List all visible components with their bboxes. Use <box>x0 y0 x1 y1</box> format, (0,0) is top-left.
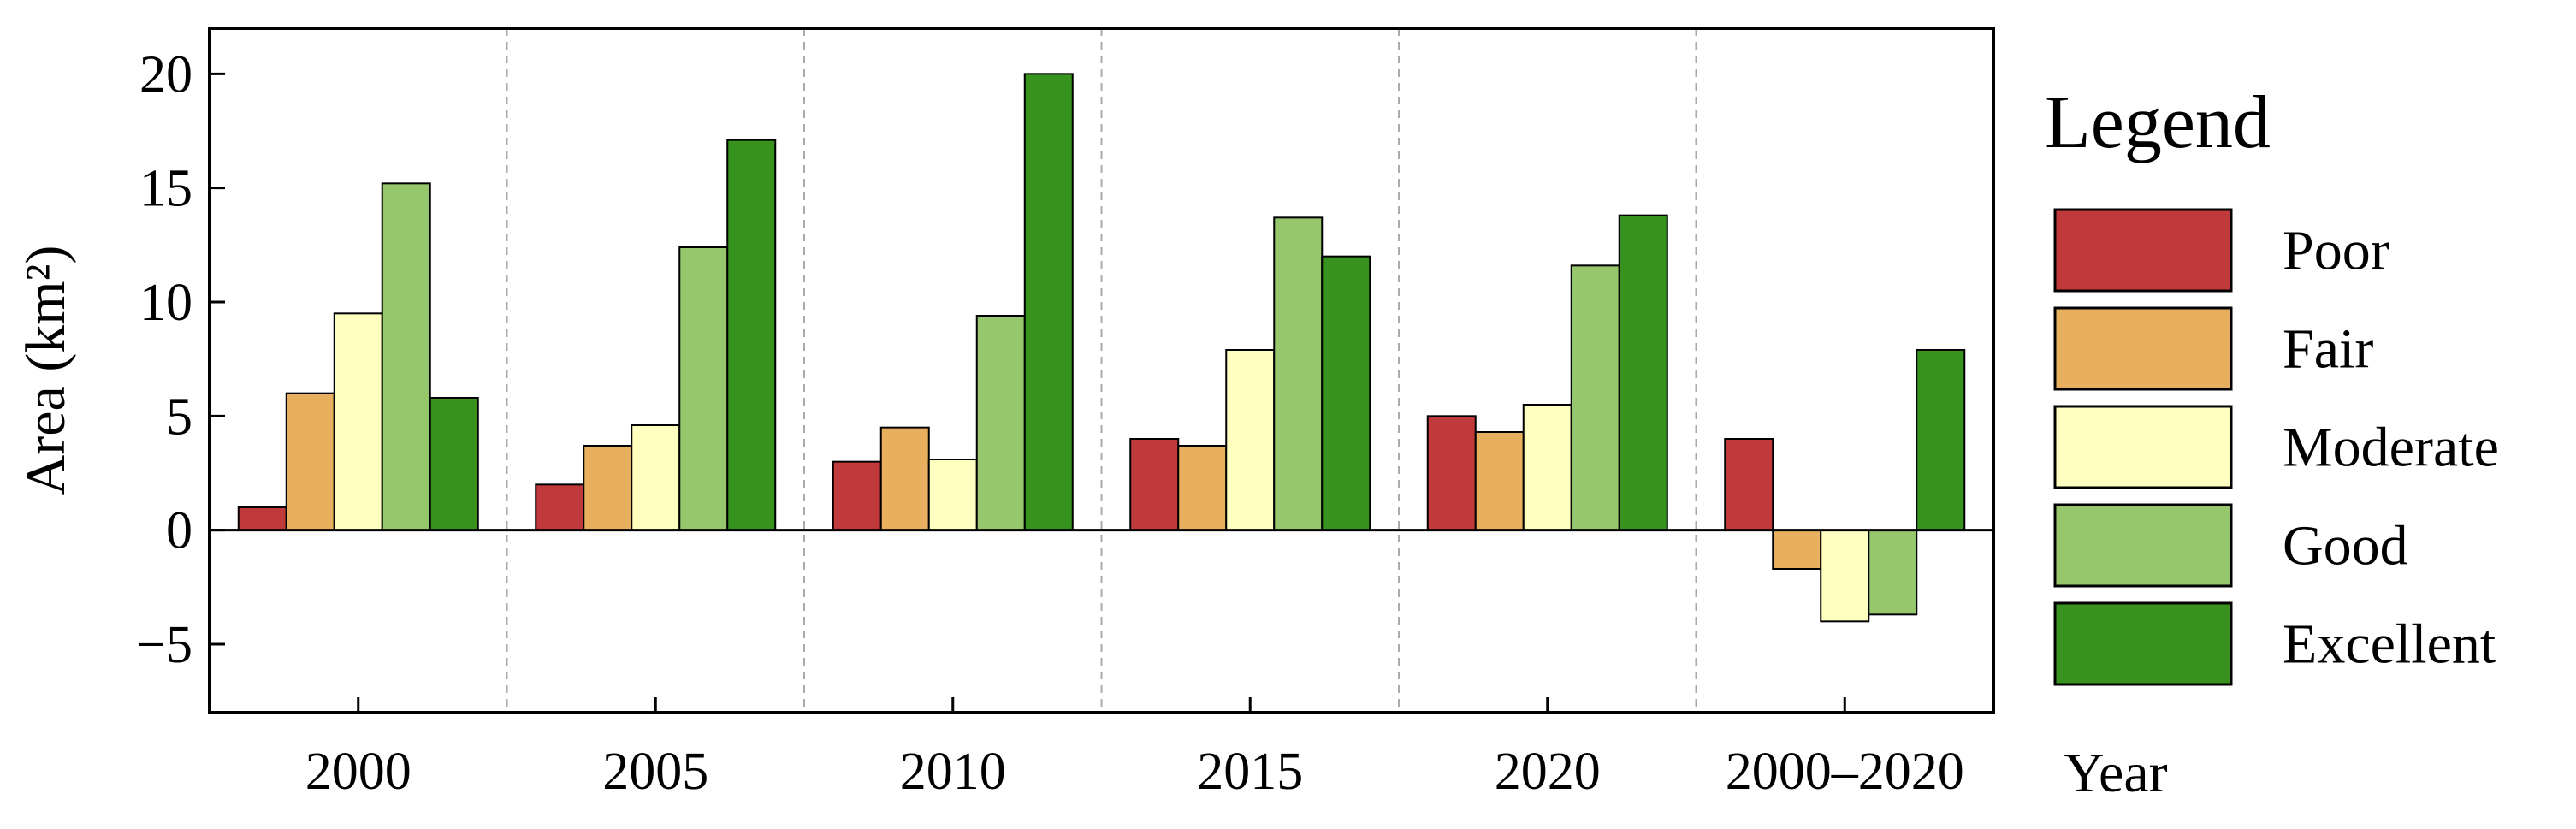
y-tick-label: 20 <box>139 45 192 104</box>
bar-fair <box>1474 431 1525 531</box>
x-axis-ticks: 2000 2005 2010 2015 2020 2000–2020 <box>305 697 1964 801</box>
bar-moderate <box>1225 349 1276 531</box>
legend-label: Poor <box>2283 220 2389 282</box>
legend-swatch-poor <box>2053 208 2233 293</box>
legend-label: Good <box>2283 515 2408 577</box>
bars <box>237 73 1966 623</box>
bar-fair <box>1177 445 1228 531</box>
x-tick-label: 2015 <box>1197 743 1303 801</box>
bar-good <box>1570 264 1620 531</box>
bar-fair <box>285 392 335 531</box>
bar-excellent <box>1023 73 1074 531</box>
x-tick-label: 2000 <box>305 743 412 801</box>
y-axis-title: Area (km²) <box>15 246 77 496</box>
legend-label: Excellent <box>2283 613 2496 676</box>
y-axis-ticks: −5 0 5 10 15 20 <box>136 45 225 674</box>
bar-good <box>381 182 431 531</box>
x-tick-label: 2010 <box>900 743 1006 801</box>
bar-poor <box>237 506 287 531</box>
plot-frame <box>208 27 1995 714</box>
bar-moderate <box>631 424 681 531</box>
y-tick-label: 10 <box>139 274 192 332</box>
bar-fair <box>583 445 633 531</box>
bar-fair <box>879 426 930 531</box>
bar-moderate <box>1522 404 1572 531</box>
bar-excellent <box>726 139 777 531</box>
bar-poor <box>1724 438 1774 531</box>
legend-label: Fair <box>2283 318 2373 381</box>
bar-poor <box>535 483 585 531</box>
x-tick-label: 2005 <box>602 743 708 801</box>
bar-good <box>678 246 729 531</box>
legend-swatch-moderate <box>2053 405 2233 489</box>
bar-good <box>1868 529 1918 616</box>
bar-good <box>1273 216 1324 531</box>
y-tick-label: 0 <box>166 502 192 560</box>
y-tick-label: 15 <box>139 160 192 218</box>
bar-moderate <box>927 459 978 531</box>
y-tick-label: −5 <box>136 616 192 674</box>
legend-title: Legend <box>2045 81 2271 164</box>
bar-poor <box>1426 415 1477 531</box>
bar-excellent <box>1321 255 1371 531</box>
legend-swatch-good <box>2053 503 2233 588</box>
y-tick-label: 5 <box>166 388 192 446</box>
x-axis-title: Year <box>2064 742 2168 804</box>
legend: Poor Fair Moderate Good Excellent <box>2053 208 2499 686</box>
bar-good <box>975 315 1026 531</box>
bar-moderate <box>1820 529 1870 623</box>
x-tick-label: 2000–2020 <box>1726 743 1964 801</box>
legend-label: Moderate <box>2283 417 2499 479</box>
group-separators <box>506 28 1697 713</box>
x-tick-label: 2020 <box>1495 743 1601 801</box>
bar-moderate <box>333 312 383 531</box>
bar-fair <box>1772 529 1822 571</box>
bar-excellent <box>1916 349 1966 531</box>
bar-excellent <box>1618 214 1668 531</box>
bar-poor <box>832 460 882 531</box>
bar-excellent <box>429 397 479 531</box>
legend-swatch-fair <box>2053 306 2233 391</box>
legend-swatch-excellent <box>2053 601 2233 686</box>
bar-poor <box>1129 438 1180 531</box>
